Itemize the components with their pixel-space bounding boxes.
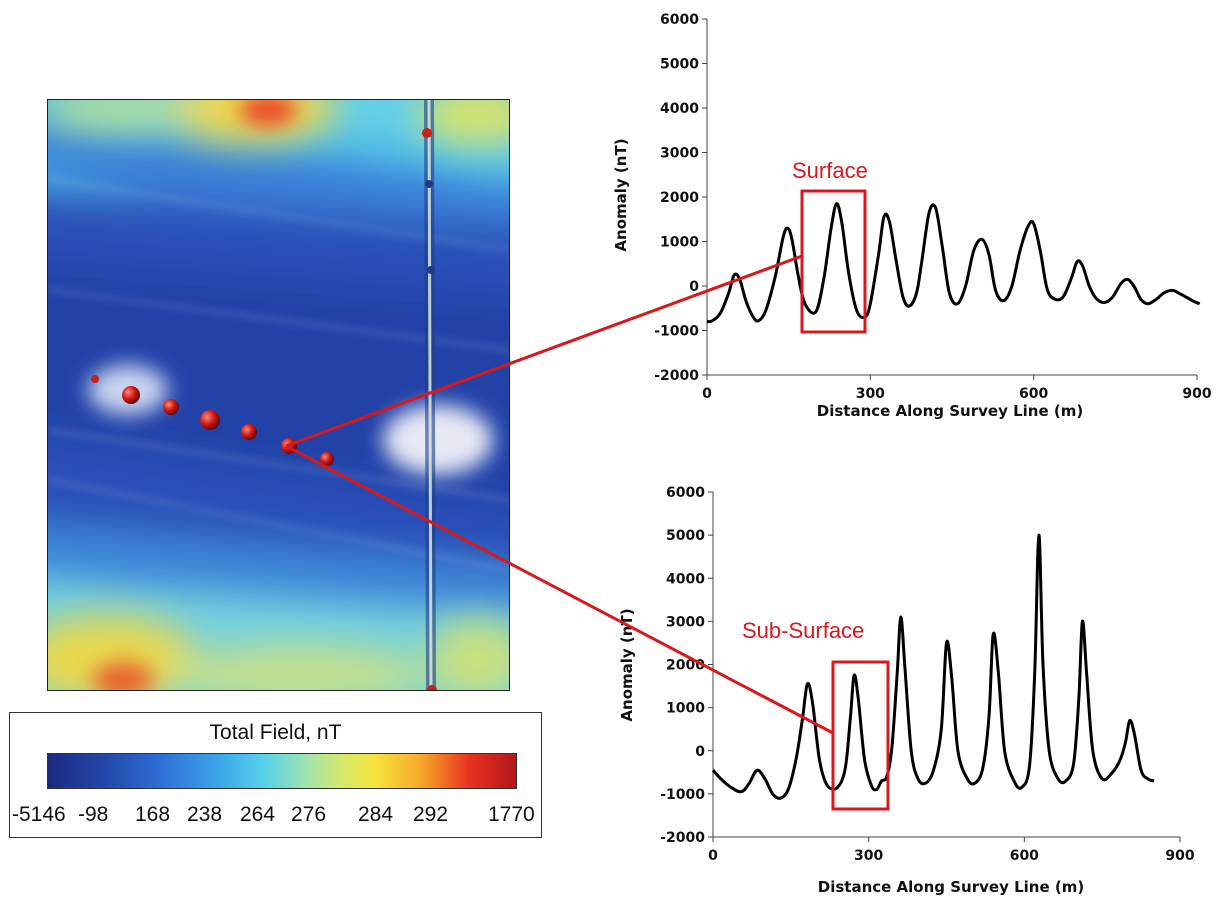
legend-tick: 292 bbox=[413, 803, 449, 826]
y-tick-label: 2000 bbox=[666, 658, 705, 674]
x-tick-labels: 0 300 600 900 bbox=[702, 386, 1212, 402]
y-tick-label: 3000 bbox=[660, 146, 699, 162]
x-tick-label: 300 bbox=[854, 848, 883, 864]
y-tick-label: -2000 bbox=[660, 830, 705, 846]
x-axis-title: Distance Along Survey Line (m) bbox=[818, 878, 1084, 896]
surface-label: Surface bbox=[792, 158, 868, 183]
legend-tick: 238 bbox=[187, 803, 223, 826]
subsurface-profile-chart: 0 300 600 900 6000 5000 4000 3000 2000 1… bbox=[618, 485, 1195, 896]
surface-profile-chart: 0 300 600 900 6000 5000 4000 3000 2000 1… bbox=[612, 12, 1212, 420]
legend-tick: 284 bbox=[358, 803, 394, 826]
y-tick-label: 4000 bbox=[666, 571, 705, 587]
y-ticks bbox=[702, 18, 707, 376]
y-tick-labels: 6000 5000 4000 3000 2000 1000 0 -1000 -2… bbox=[654, 12, 699, 384]
y-tick-label: 6000 bbox=[666, 485, 705, 501]
anomaly-series-line bbox=[706, 202, 1201, 324]
pipeline-anomaly-line bbox=[422, 100, 437, 690]
x-tick-label: 300 bbox=[856, 386, 885, 402]
x-tick-label: 0 bbox=[702, 386, 712, 402]
y-tick-label: -1000 bbox=[654, 324, 699, 340]
legend-tick: -98 bbox=[78, 803, 109, 826]
y-tick-label: 5000 bbox=[666, 528, 705, 544]
surface-connector-line bbox=[285, 254, 803, 448]
y-tick-label: 3000 bbox=[666, 614, 705, 630]
x-tick-label: 0 bbox=[708, 848, 718, 864]
y-tick-label: 6000 bbox=[660, 12, 699, 28]
x-tick-label: 900 bbox=[1165, 848, 1194, 864]
y-tick-label: -2000 bbox=[654, 368, 699, 384]
subsurface-connector-line bbox=[285, 444, 834, 735]
x-tick-labels: 0 300 600 900 bbox=[708, 848, 1195, 864]
y-ticks bbox=[708, 491, 713, 838]
x-tick-label: 900 bbox=[1182, 386, 1211, 402]
y-tick-label: -1000 bbox=[660, 787, 705, 803]
y-tick-label: 0 bbox=[689, 279, 699, 295]
legend-tick: 1770 bbox=[488, 803, 535, 826]
y-tick-label: 0 bbox=[695, 744, 705, 760]
y-axis-title: Anomaly (nT) bbox=[618, 608, 636, 721]
y-axis-title: Anomaly (nT) bbox=[612, 138, 630, 251]
annotations: Surface Sub-Surface bbox=[285, 158, 890, 811]
legend-tick: 276 bbox=[291, 803, 327, 826]
surface-highlight-box bbox=[800, 189, 867, 334]
map-image bbox=[48, 100, 509, 690]
legend-tick: 264 bbox=[240, 803, 276, 826]
x-tick-label: 600 bbox=[1019, 386, 1048, 402]
y-tick-labels: 6000 5000 4000 3000 2000 1000 0 -1000 -2… bbox=[660, 485, 705, 846]
y-tick-label: 4000 bbox=[660, 101, 699, 117]
anomaly-series-line bbox=[711, 533, 1155, 800]
legend-color-bar bbox=[47, 753, 517, 789]
legend-title: Total Field, nT bbox=[209, 721, 342, 744]
y-tick-label: 5000 bbox=[660, 57, 699, 73]
legend-tick: -5146 bbox=[12, 803, 66, 826]
y-tick-label: 1000 bbox=[666, 701, 705, 717]
x-axis-title: Distance Along Survey Line (m) bbox=[817, 402, 1083, 420]
x-tick-label: 600 bbox=[1010, 848, 1039, 864]
subsurface-label: Sub-Surface bbox=[742, 618, 864, 643]
y-tick-label: 2000 bbox=[660, 190, 699, 206]
total-field-map bbox=[47, 99, 510, 691]
legend-tick: 168 bbox=[135, 803, 171, 826]
x-ticks bbox=[712, 837, 1181, 842]
subsurface-highlight-box bbox=[831, 660, 890, 811]
y-tick-label: 1000 bbox=[660, 235, 699, 251]
x-ticks bbox=[706, 375, 1198, 380]
color-legend: Total Field, nT -5146 -98 168 238 264 27… bbox=[9, 712, 542, 838]
